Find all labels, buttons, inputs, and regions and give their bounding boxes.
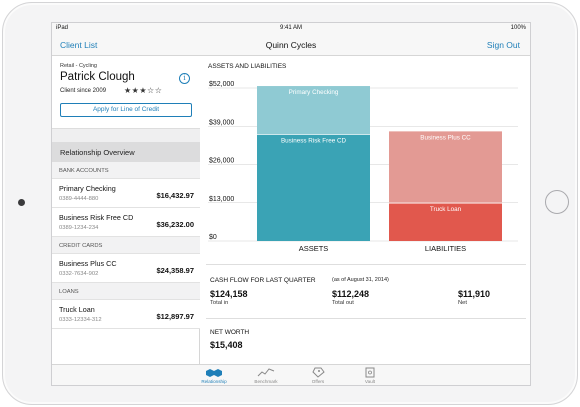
status-bar: iPad 9:41 AM 100% bbox=[52, 23, 530, 34]
y-tick-label: $39,000 bbox=[209, 119, 234, 126]
cash-flow-net-value: $11,910 bbox=[458, 289, 491, 299]
y-tick-label: $52,000 bbox=[209, 81, 234, 88]
bar-segment-label: Business Plus CC bbox=[420, 134, 471, 141]
net-worth-title: NET WORTH bbox=[210, 329, 250, 336]
trend-icon bbox=[257, 368, 275, 377]
bar-segment-label: Business Risk Free CD bbox=[281, 137, 347, 144]
client-name: Patrick Clough bbox=[60, 71, 135, 83]
cash-flow-title: CASH FLOW FOR LAST QUARTER bbox=[210, 277, 316, 284]
y-tick-label: $13,000 bbox=[209, 196, 234, 203]
client-segment: Retail - Cycling bbox=[60, 63, 97, 69]
tab-label: Relationship bbox=[201, 379, 227, 384]
bar-segment bbox=[257, 134, 370, 241]
apply-credit-button[interactable]: Apply for Line of Credit bbox=[60, 103, 192, 117]
home-button[interactable] bbox=[545, 190, 569, 214]
app-screen: iPad 9:41 AM 100% Client List Quinn Cycl… bbox=[51, 22, 531, 386]
main-panel: ASSETS AND LIABILITIES $0 $13,000 $26,000 $… bbox=[200, 56, 530, 364]
bar-segment bbox=[389, 203, 502, 241]
tab-offers[interactable]: Offers bbox=[298, 367, 338, 384]
account-balance: $16,432.97 bbox=[156, 191, 194, 200]
account-row[interactable]: Business Risk Free CD 0389-1234-234 $36,23… bbox=[52, 208, 200, 237]
relationship-overview-item[interactable]: Relationship Overview bbox=[52, 142, 200, 162]
cash-flow-net-label: Net bbox=[458, 300, 468, 306]
cash-flow-date: (as of August 31, 2014) bbox=[332, 277, 389, 283]
account-number: 0389-1234-234 bbox=[59, 225, 99, 231]
tab-label: Vault bbox=[364, 379, 376, 384]
account-name: Business Plus CC bbox=[59, 259, 117, 268]
account-number: 0332-7634-902 bbox=[59, 271, 99, 277]
account-row[interactable]: Business Plus CC 0332-7634-902 $24,358.97 bbox=[52, 254, 200, 283]
cash-flow-total-out-label: Total out bbox=[332, 300, 354, 306]
bar-segment-label: Primary Checking bbox=[289, 89, 339, 96]
cash-flow-total-in-value: $124,158 bbox=[210, 289, 248, 299]
status-battery: 100% bbox=[510, 25, 526, 31]
bar-segment-label: Truck Loan bbox=[430, 206, 462, 213]
client-since: Client since 2009 bbox=[60, 88, 107, 94]
divider bbox=[206, 264, 526, 265]
section-header: LOANS bbox=[52, 283, 200, 300]
account-balance: $24,358.97 bbox=[156, 266, 194, 275]
star-rating: ★★★☆☆ bbox=[124, 86, 163, 95]
account-row[interactable]: Truck Loan 0333-12334-312 $12,897.97 bbox=[52, 300, 200, 329]
page-title: Quinn Cycles bbox=[265, 40, 317, 50]
vault-icon bbox=[365, 367, 375, 378]
handshake-icon bbox=[206, 369, 222, 377]
client-list-button[interactable]: Client List bbox=[60, 40, 98, 50]
camera-icon bbox=[18, 199, 25, 206]
status-carrier: iPad bbox=[56, 25, 69, 31]
cash-flow-section: CASH FLOW FOR LAST QUARTER (as of August… bbox=[200, 264, 530, 324]
account-number: 0389-4444-880 bbox=[59, 196, 99, 202]
account-balance: $12,897.97 bbox=[156, 312, 194, 321]
tab-benchmark[interactable]: Benchmark bbox=[246, 367, 286, 384]
divider bbox=[206, 318, 526, 319]
account-list: BANK ACCOUNTS Primary Checking 0389-4444-8… bbox=[52, 162, 200, 329]
y-tick-label: $26,000 bbox=[209, 158, 234, 165]
status-time: 9:41 AM bbox=[279, 25, 302, 31]
x-category-label: LIABILITIES bbox=[425, 244, 466, 253]
nav-bar: Client List Quinn Cycles Sign Out bbox=[52, 34, 530, 56]
tab-bar: Relationship Benchmark Offers bbox=[52, 364, 530, 385]
section-header: CREDIT CARDS bbox=[52, 237, 200, 254]
tab-label: Offers bbox=[311, 379, 325, 384]
account-name: Truck Loan bbox=[59, 305, 95, 314]
sidebar-spacer bbox=[52, 128, 200, 142]
account-row[interactable]: Primary Checking 0389-4444-880 $16,432.97 bbox=[52, 179, 200, 208]
tab-label: Benchmark bbox=[254, 379, 278, 384]
account-balance: $36,232.00 bbox=[156, 220, 194, 229]
assets-section-title: ASSETS AND LIABILITIES bbox=[208, 63, 287, 70]
info-icon[interactable]: i bbox=[179, 73, 190, 84]
tag-icon bbox=[312, 367, 325, 378]
account-name: Primary Checking bbox=[59, 184, 116, 193]
cash-flow-total-out-value: $112,248 bbox=[332, 289, 370, 299]
account-name: Business Risk Free CD bbox=[59, 213, 134, 222]
cash-flow-total-in-label: Total in bbox=[210, 300, 229, 306]
bar-segment bbox=[389, 131, 502, 204]
section-header: BANK ACCOUNTS bbox=[52, 162, 200, 179]
client-card: Retail - Cycling Patrick Clough i Client… bbox=[52, 56, 200, 128]
assets-liabilities-chart: $0 $13,000 $26,000 $39,000 $52,000 Business R… bbox=[208, 81, 518, 253]
y-tick-label: $0 bbox=[209, 234, 217, 241]
x-category-label: ASSETS bbox=[299, 244, 329, 253]
account-number: 0333-12334-312 bbox=[59, 317, 102, 323]
bar-segment bbox=[257, 86, 370, 135]
tab-vault[interactable]: Vault bbox=[350, 367, 390, 384]
net-worth-value: $15,408 bbox=[210, 340, 243, 350]
tab-relationship[interactable]: Relationship bbox=[194, 367, 234, 384]
sign-out-button[interactable]: Sign Out bbox=[486, 40, 520, 50]
sidebar: Retail - Cycling Patrick Clough i Client… bbox=[52, 56, 200, 364]
